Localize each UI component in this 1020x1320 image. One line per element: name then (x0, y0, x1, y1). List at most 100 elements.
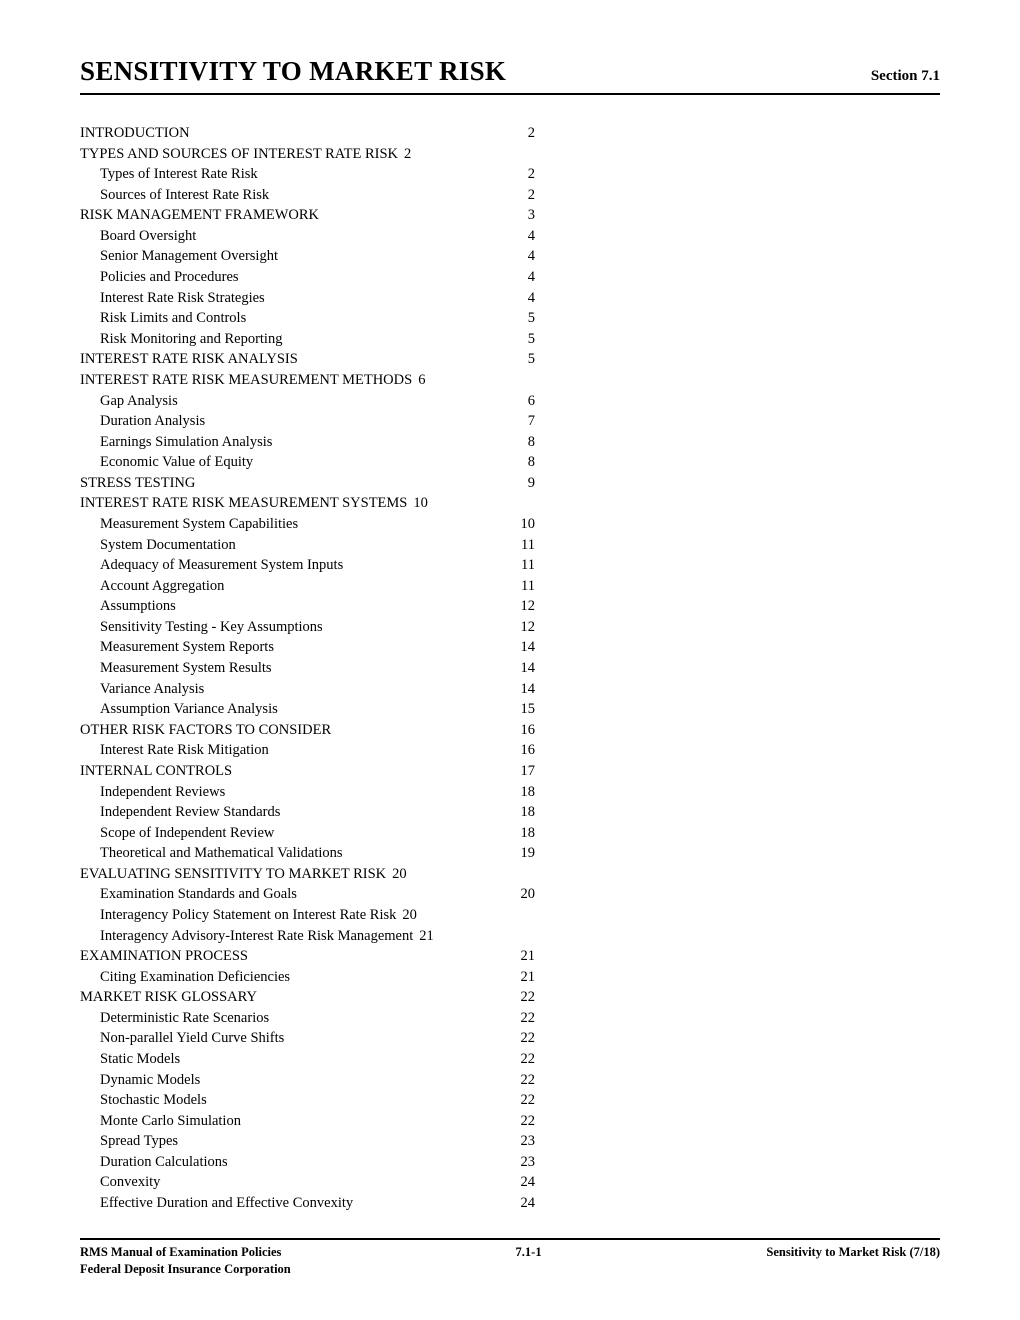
toc-entry: RISK MANAGEMENT FRAMEWORK 3 (80, 205, 535, 226)
toc-entry-page: 7 (528, 411, 535, 432)
toc-entry-label: Citing Examination Deficiencies (80, 967, 290, 988)
toc-entry-page: 4 (528, 246, 535, 267)
toc-entry-page: 15 (521, 699, 536, 720)
toc-entry: Sensitivity Testing - Key Assumptions12 (80, 617, 535, 638)
toc-entry: Risk Limits and Controls5 (80, 308, 535, 329)
toc-entry: INTERNAL CONTROLS 17 (80, 761, 535, 782)
toc-entry-page: 11 (521, 576, 535, 597)
toc-entry-page: 5 (528, 308, 535, 329)
toc-entry-page: 4 (528, 226, 535, 247)
toc-entry-page: 8 (528, 452, 535, 473)
toc-entry-page: 24 (521, 1172, 536, 1193)
toc-entry-label: Interest Rate Risk Strategies (80, 288, 265, 309)
toc-entry: Spread Types23 (80, 1131, 535, 1152)
toc-entry-label: Spread Types (80, 1131, 178, 1152)
toc-entry-label: Non-parallel Yield Curve Shifts (80, 1028, 284, 1049)
toc-entry-page: 2 (528, 123, 535, 144)
toc-entry-page: 21 (521, 967, 536, 988)
toc-entry-label: Measurement System Capabilities (80, 514, 298, 535)
toc-entry-page: 22 (521, 1070, 536, 1091)
toc-entry: Interest Rate Risk Mitigation16 (80, 740, 535, 761)
toc-entry-label: INTEREST RATE RISK ANALYSIS (80, 349, 298, 370)
footer-right: Sensitivity to Market Risk (7/18) (766, 1244, 940, 1278)
page-footer: RMS Manual of Examination Policies Feder… (80, 1238, 940, 1278)
toc-entry: Interagency Advisory-Interest Rate Risk … (80, 926, 535, 947)
toc-entry-page: 12 (521, 617, 536, 638)
toc-entry: INTRODUCTION 2 (80, 123, 535, 144)
toc-entry-label: Dynamic Models (80, 1070, 200, 1091)
toc-entry-page: 11 (521, 555, 535, 576)
toc-entry-page: 22 (521, 1049, 536, 1070)
toc-entry: Variance Analysis14 (80, 679, 535, 700)
toc-entry-page: 18 (521, 802, 536, 823)
toc-entry-label: Deterministic Rate Scenarios (80, 1008, 269, 1029)
toc-entry: MARKET RISK GLOSSARY22 (80, 987, 535, 1008)
toc-entry-label: INTRODUCTION (80, 123, 190, 144)
footer-left: RMS Manual of Examination Policies Feder… (80, 1244, 291, 1278)
toc-entry: Adequacy of Measurement System Inputs 11 (80, 555, 535, 576)
toc-entry: Types of Interest Rate Risk 2 (80, 164, 535, 185)
toc-entry-label: Adequacy of Measurement System Inputs (80, 555, 343, 576)
toc-entry-page: 17 (521, 761, 536, 782)
toc-entry-page: 14 (521, 637, 536, 658)
toc-entry-label: MARKET RISK GLOSSARY (80, 987, 257, 1008)
footer-left-line1: RMS Manual of Examination Policies (80, 1244, 291, 1261)
toc-entry-label: Assumptions (80, 596, 176, 617)
toc-entry: System Documentation11 (80, 535, 535, 556)
toc-entry: Earnings Simulation Analysis8 (80, 432, 535, 453)
toc-entry-page: 20 (402, 905, 417, 926)
toc-entry-page: 4 (528, 288, 535, 309)
toc-entry: Dynamic Models 22 (80, 1070, 535, 1091)
toc-entry-page: 2 (528, 164, 535, 185)
toc-entry-page: 3 (528, 205, 535, 226)
toc-entry-page: 19 (521, 843, 536, 864)
toc-entry-label: Policies and Procedures (80, 267, 239, 288)
toc-entry-label: Stochastic Models (80, 1090, 207, 1111)
toc-entry: Account Aggregation11 (80, 576, 535, 597)
page-header: SENSITIVITY TO MARKET RISK Section 7.1 (80, 56, 940, 95)
toc-entry: Measurement System Results14 (80, 658, 535, 679)
toc-entry: INTEREST RATE RISK MEASUREMENT SYSTEMS 10 (80, 493, 535, 514)
toc-entry-label: Independent Reviews (80, 782, 225, 803)
toc-entry: Deterministic Rate Scenarios 22 (80, 1008, 535, 1029)
toc-entry-page: 9 (528, 473, 535, 494)
toc-entry-page: 10 (413, 493, 428, 514)
toc-entry-label: Types of Interest Rate Risk (80, 164, 258, 185)
toc-entry: Effective Duration and Effective Convexi… (80, 1193, 535, 1214)
toc-entry-label: INTERNAL CONTROLS (80, 761, 232, 782)
toc-entry: Duration Calculations23 (80, 1152, 535, 1173)
toc-entry-label: Interagency Policy Statement on Interest… (80, 905, 396, 926)
toc-entry-page: 22 (521, 1111, 536, 1132)
toc-entry: Assumption Variance Analysis15 (80, 699, 535, 720)
toc-entry-page: 22 (521, 1008, 536, 1029)
toc-entry-label: Monte Carlo Simulation (80, 1111, 241, 1132)
toc-entry-page: 21 (419, 926, 434, 947)
toc-entry: STRESS TESTING9 (80, 473, 535, 494)
footer-row: RMS Manual of Examination Policies Feder… (80, 1244, 940, 1278)
toc-entry: Board Oversight4 (80, 226, 535, 247)
toc-entry: Independent Review Standards18 (80, 802, 535, 823)
toc-entry: Citing Examination Deficiencies 21 (80, 967, 535, 988)
toc-entry-page: 6 (528, 391, 535, 412)
toc-entry: Monte Carlo Simulation 22 (80, 1111, 535, 1132)
toc-entry-label: OTHER RISK FACTORS TO CONSIDER (80, 720, 331, 741)
toc-entry-label: RISK MANAGEMENT FRAMEWORK (80, 205, 319, 226)
toc-entry-page: 2 (528, 185, 535, 206)
toc-entry-label: Duration Calculations (80, 1152, 228, 1173)
toc-entry: Independent Reviews18 (80, 782, 535, 803)
page-title: SENSITIVITY TO MARKET RISK (80, 56, 506, 87)
toc-entry-page: 22 (521, 1028, 536, 1049)
toc-entry: Scope of Independent Review 18 (80, 823, 535, 844)
toc-entry-label: Theoretical and Mathematical Validations (80, 843, 343, 864)
toc-entry: Risk Monitoring and Reporting5 (80, 329, 535, 350)
toc-entry-label: Scope of Independent Review (80, 823, 274, 844)
toc-entry: Interagency Policy Statement on Interest… (80, 905, 535, 926)
table-of-contents: INTRODUCTION2TYPES AND SOURCES OF INTERE… (80, 123, 535, 1214)
toc-entry-page: 11 (521, 535, 535, 556)
toc-entry-label: Examination Standards and Goals (80, 884, 297, 905)
toc-entry-label: INTEREST RATE RISK MEASUREMENT SYSTEMS (80, 493, 407, 514)
toc-entry-page: 18 (521, 823, 536, 844)
toc-entry-page: 14 (521, 658, 536, 679)
toc-entry: Measurement System Capabilities10 (80, 514, 535, 535)
toc-entry-page: 20 (392, 864, 407, 885)
